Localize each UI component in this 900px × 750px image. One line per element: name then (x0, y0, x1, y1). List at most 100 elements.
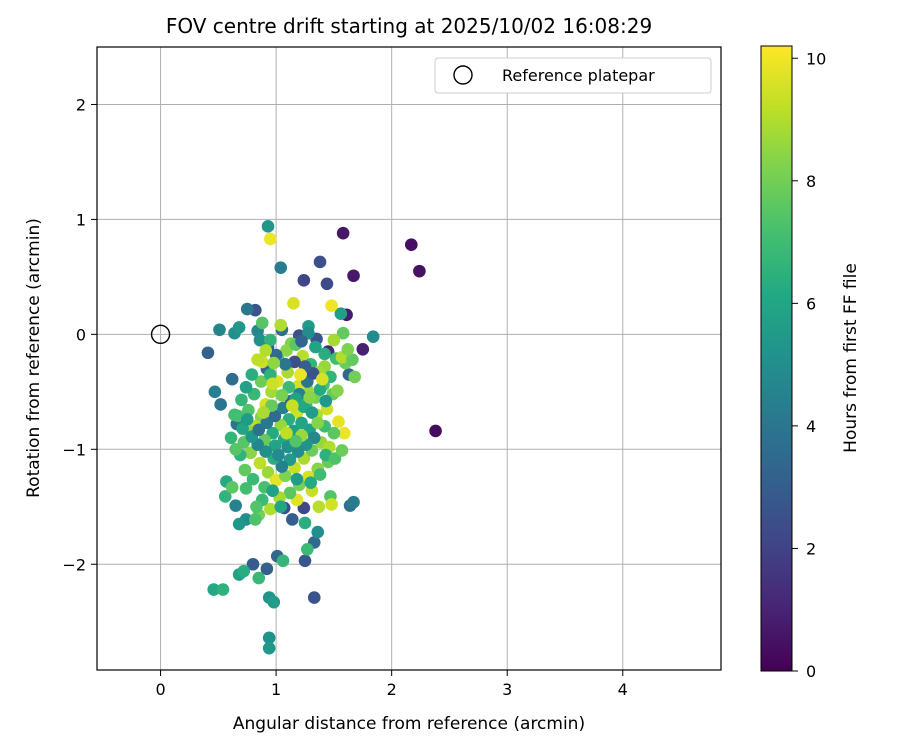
scatter-point (366, 330, 380, 343)
scatter-point (341, 343, 355, 356)
scatter-point (347, 495, 360, 509)
y-tick-label: 0 (76, 325, 86, 344)
scatter-point (276, 554, 290, 568)
legend[interactable]: Reference platepar (434, 57, 712, 94)
scatter-point (311, 416, 325, 430)
x-tick-label: 4 (618, 680, 628, 699)
colorbar-tick-label: 4 (806, 417, 816, 436)
scatter-point (327, 333, 341, 347)
scatter-point (291, 445, 305, 458)
legend-entry-label: Reference platepar (502, 66, 655, 85)
scatter-point (336, 326, 350, 340)
scatter-point (264, 333, 277, 347)
scatter-point (232, 321, 246, 334)
scatter-point (331, 384, 344, 397)
legend-open-circle-icon (453, 65, 473, 85)
scatter-point (213, 323, 226, 337)
scatter-point (280, 426, 293, 440)
scatter-point (348, 370, 361, 384)
scatter-point (257, 406, 270, 419)
scatter-point (275, 460, 289, 473)
scatter-point (272, 448, 285, 462)
x-tick-label: 0 (155, 680, 165, 699)
scatter-point (218, 490, 232, 503)
colorbar: 0 2 4 6 8 10 Hours from first FF file (760, 45, 861, 681)
scatter-point (294, 368, 307, 381)
scatter-point (332, 415, 345, 429)
scatter-point (253, 456, 267, 470)
colorbar-tick-label: 2 (806, 539, 816, 558)
y-axis-label: Rotation from reference (arcmin) (24, 218, 44, 498)
scatter-point (253, 333, 267, 347)
scatter-point (232, 517, 246, 531)
scatter-point (325, 299, 338, 312)
scatter-point (267, 356, 281, 370)
scatter-point (261, 465, 275, 479)
scatter-point (313, 383, 327, 396)
scatter-point (255, 316, 269, 330)
scatter-point (312, 500, 326, 514)
scatter-point (429, 424, 442, 438)
scatter-point (238, 463, 252, 477)
y-tick-label: −1 (62, 440, 86, 459)
scatter-point (229, 443, 242, 456)
scatter-point (313, 255, 327, 269)
scatter-point (239, 380, 253, 394)
scatter-point (301, 543, 314, 556)
scatter-point (240, 302, 254, 316)
scatter-point (254, 375, 268, 388)
scatter-point (239, 482, 253, 495)
scatter-point (262, 641, 276, 655)
reference-platepar-marker (150, 324, 171, 345)
scatter-point (246, 557, 260, 571)
legend-box (434, 57, 712, 94)
scatter-point (283, 486, 297, 500)
y-axis-ticks: −2 −1 0 1 2 (62, 95, 97, 574)
data-points (201, 220, 442, 655)
scatter-point (207, 583, 221, 596)
scatter-point (298, 554, 312, 568)
scatter-point (214, 398, 227, 411)
scatter-point (319, 394, 333, 408)
scatter-point (267, 595, 281, 609)
y-tick-label: 2 (76, 95, 86, 114)
colorbar-gradient (760, 45, 793, 672)
scatter-point (413, 264, 426, 278)
scatter-point (318, 347, 331, 361)
scatter-point (304, 476, 318, 489)
scatter-point (249, 513, 262, 526)
scatter-point (259, 344, 273, 357)
scatter-point (228, 408, 241, 422)
scatter-point (337, 426, 351, 440)
scatter-point (201, 346, 215, 360)
scatter-point (347, 269, 360, 283)
chart-title: FOV centre drift starting at 2025/10/02 … (166, 14, 652, 38)
scatter-point (242, 403, 255, 417)
scatter-point (346, 353, 359, 366)
scatter-point (297, 274, 311, 287)
scatter-point (216, 583, 230, 596)
scatter-point (275, 388, 289, 402)
scatter-point (251, 353, 264, 366)
scatter-point (325, 498, 338, 511)
scatter-point (235, 393, 248, 407)
scatter-point (268, 409, 282, 423)
scatter-point (303, 391, 316, 404)
colorbar-label: Hours from first FF file (841, 263, 861, 453)
scatter-point (245, 368, 259, 381)
scatter-point (208, 385, 222, 399)
scatter-point (285, 399, 299, 412)
scatter-point (316, 372, 329, 386)
x-axis-label: Angular distance from reference (arcmin) (233, 714, 585, 734)
x-tick-label: 1 (271, 680, 281, 699)
plot-frame (96, 46, 722, 671)
scatter-point (285, 513, 299, 526)
scatter-point (266, 377, 279, 391)
x-tick-label: 2 (387, 680, 397, 699)
scatter-point (311, 525, 325, 539)
colorbar-tick-label: 6 (806, 294, 816, 313)
scatter-point (298, 516, 312, 530)
scatter-point (327, 426, 341, 440)
colorbar-tick-label: 8 (806, 172, 816, 191)
